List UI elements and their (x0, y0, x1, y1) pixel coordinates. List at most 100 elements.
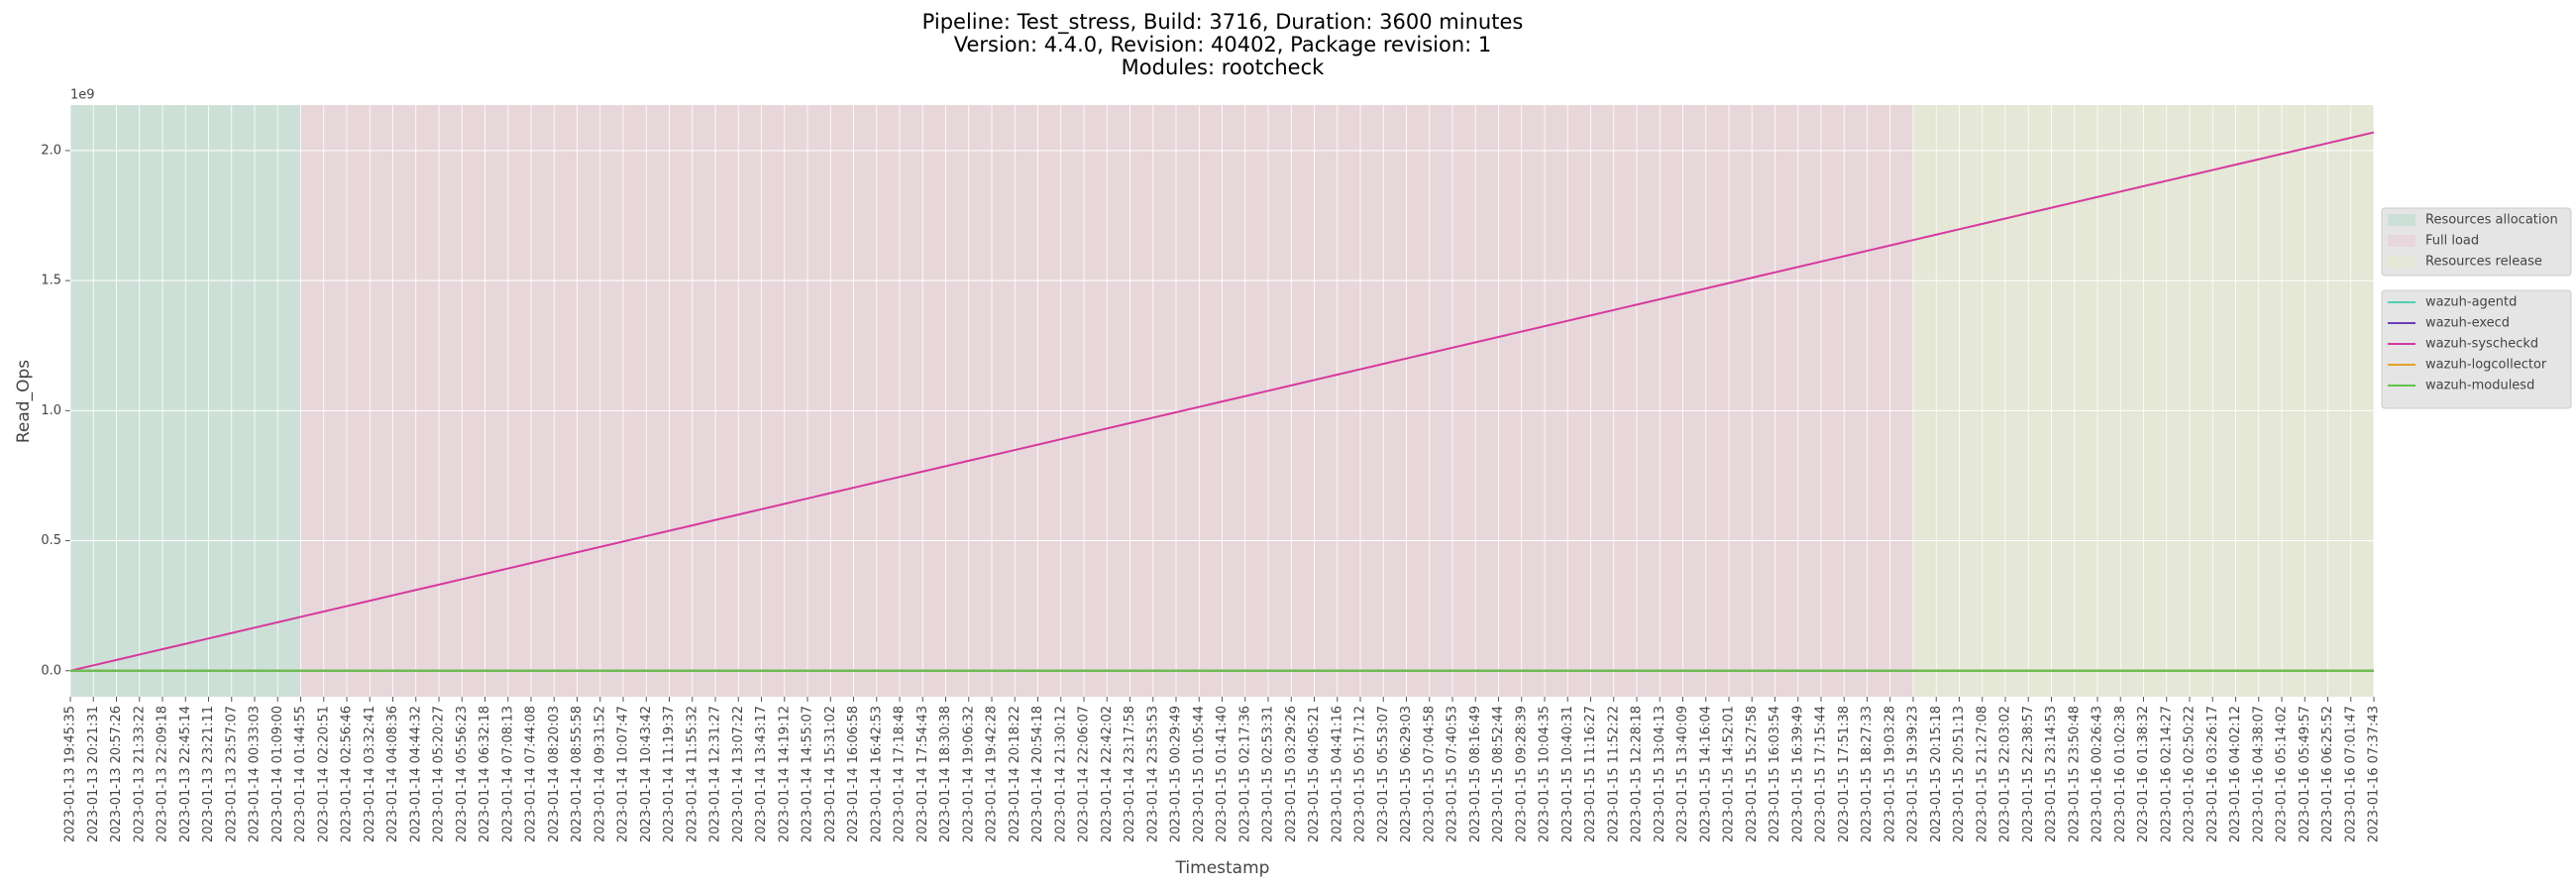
x-tick-label: 2023-01-14 22:06:07 (1077, 706, 1092, 842)
x-tick-label: 2023-01-15 06:29:03 (1399, 706, 1414, 842)
x-tick-label: 2023-01-14 04:08:36 (385, 706, 400, 842)
x-tick-label: 2023-01-15 15:27:58 (1745, 706, 1760, 842)
x-tick-label: 2023-01-16 04:38:07 (2251, 706, 2266, 842)
y-tick-label: 1.5 (41, 274, 61, 288)
x-tick-label: 2023-01-16 07:01:47 (2343, 706, 2358, 842)
y-axis-label: Read_Ops (14, 360, 34, 443)
y-tick-label: 1.0 (41, 403, 61, 418)
chart-title: Modules: rootcheck (1122, 56, 1325, 79)
x-tick-label: 2023-01-14 23:17:58 (1123, 706, 1137, 842)
x-tick-label: 2023-01-14 10:07:47 (616, 706, 631, 842)
x-tick-label: 2023-01-14 05:20:27 (432, 706, 447, 842)
x-tick-label: 2023-01-15 20:15:18 (1929, 706, 1944, 842)
x-tick-label: 2023-01-15 09:28:39 (1514, 706, 1529, 842)
x-tick-label: 2023-01-15 01:05:44 (1192, 706, 1207, 842)
x-tick-label: 2023-01-15 03:29:26 (1284, 706, 1299, 842)
x-tick-label: 2023-01-14 03:32:41 (363, 706, 377, 842)
x-tick-label: 2023-01-15 14:16:04 (1698, 706, 1713, 842)
x-tick-label: 2023-01-14 20:54:18 (1030, 706, 1045, 842)
x-tick-label: 2023-01-13 20:57:26 (109, 706, 124, 842)
legend-label: wazuh-logcollector (2425, 358, 2547, 373)
legend-label: Resources allocation (2425, 213, 2558, 228)
x-tick-label: 2023-01-15 22:03:02 (1998, 706, 2013, 842)
x-tick-label: 2023-01-14 16:06:58 (846, 706, 861, 842)
x-tick-label: 2023-01-14 17:54:43 (915, 706, 930, 842)
legend-label: wazuh-execd (2425, 316, 2510, 331)
x-tick-label: 2023-01-15 20:51:13 (1952, 706, 1967, 842)
series-line (69, 131, 2375, 672)
x-tick-label: 2023-01-14 11:55:32 (685, 706, 699, 842)
x-tick-label: 2023-01-14 08:20:03 (547, 706, 562, 842)
x-tick-label: 2023-01-15 23:50:48 (2067, 706, 2082, 842)
x-tick-label: 2023-01-14 02:56:46 (340, 706, 355, 842)
x-tick-label: 2023-01-15 10:04:35 (1538, 706, 1553, 842)
x-tick-label: 2023-01-15 17:51:38 (1837, 706, 1852, 842)
y-tick-label: 0.0 (41, 663, 61, 678)
x-tick-label: 2023-01-14 16:42:53 (869, 706, 884, 842)
x-axis-label: Timestamp (1175, 858, 1270, 878)
x-tick-label: 2023-01-16 00:26:43 (2091, 706, 2105, 842)
x-tick-label: 2023-01-15 08:16:49 (1468, 706, 1483, 842)
x-tick-label: 2023-01-14 20:18:22 (1008, 706, 1022, 842)
x-tick-label: 2023-01-14 12:31:27 (708, 706, 723, 842)
x-tick-label: 2023-01-14 01:44:55 (293, 706, 308, 842)
x-tick-label: 2023-01-15 16:03:54 (1768, 706, 1782, 842)
x-tick-label: 2023-01-15 04:05:21 (1307, 706, 1322, 842)
x-tick-label: 2023-01-16 02:50:22 (2183, 706, 2198, 842)
x-tick-label: 2023-01-15 14:52:01 (1722, 706, 1737, 842)
x-tick-label: 2023-01-15 04:41:16 (1330, 706, 1344, 842)
x-tick-label: 2023-01-16 01:02:38 (2113, 706, 2128, 842)
x-tick-label: 2023-01-15 13:04:13 (1653, 706, 1667, 842)
legend-label: wazuh-syscheckd (2425, 337, 2538, 352)
legend-box (2381, 289, 2572, 409)
x-tick-label: 2023-01-14 22:42:02 (1100, 706, 1115, 842)
x-tick-label: 2023-01-15 10:40:31 (1560, 706, 1575, 842)
x-tick-label: 2023-01-15 07:04:58 (1422, 706, 1437, 842)
x-tick-label: 2023-01-15 19:03:28 (1882, 706, 1897, 842)
x-tick-label: 2023-01-16 05:14:02 (2275, 706, 2290, 842)
x-tick-label: 2023-01-14 09:31:52 (592, 706, 607, 842)
x-tick-label: 2023-01-14 11:19:37 (662, 706, 677, 842)
x-tick-label: 2023-01-15 13:40:09 (1675, 706, 1690, 842)
legend-label: Resources release (2425, 255, 2542, 270)
x-tick-label: 2023-01-13 23:57:07 (224, 706, 239, 842)
x-tick-label: 2023-01-16 03:26:17 (2205, 706, 2220, 842)
x-tick-label: 2023-01-15 12:28:18 (1630, 706, 1645, 842)
x-tick-label: 2023-01-13 23:21:11 (201, 706, 216, 842)
legend-swatch (2388, 235, 2415, 247)
x-tick-label: 2023-01-14 18:30:38 (938, 706, 953, 842)
x-tick-label: 2023-01-14 07:44:08 (524, 706, 539, 842)
x-tick-label: 2023-01-13 20:21:31 (86, 706, 101, 842)
x-tick-label: 2023-01-14 07:08:13 (500, 706, 515, 842)
legend-label: Full load (2425, 234, 2479, 249)
x-tick-label: 2023-01-14 21:30:12 (1053, 706, 1068, 842)
x-tick-label: 2023-01-15 19:39:23 (1906, 706, 1921, 842)
legend-box (2381, 207, 2572, 277)
y-tick-label: 2.0 (41, 143, 61, 158)
x-tick-label: 2023-01-14 14:19:12 (777, 706, 792, 842)
x-tick-label: 2023-01-14 01:09:00 (270, 706, 285, 842)
x-tick-label: 2023-01-14 08:55:58 (570, 706, 585, 842)
x-tick-label: 2023-01-15 23:14:53 (2044, 706, 2059, 842)
x-tick-label: 2023-01-16 02:14:27 (2159, 706, 2174, 842)
x-tick-label: 2023-01-15 21:27:08 (1975, 706, 1989, 842)
x-tick-label: 2023-01-13 22:09:18 (156, 706, 170, 842)
x-tick-label: 2023-01-15 01:41:40 (1215, 706, 1230, 842)
x-tick-label: 2023-01-15 05:17:12 (1353, 706, 1368, 842)
x-tick-label: 2023-01-16 06:25:52 (2320, 706, 2335, 842)
x-tick-label: 2023-01-14 04:44:32 (408, 706, 423, 842)
legend-label: wazuh-modulesd (2425, 379, 2534, 393)
x-tick-label: 2023-01-15 00:29:49 (1169, 706, 1184, 842)
chart-title: Version: 4.4.0, Revision: 40402, Package… (954, 33, 1492, 56)
x-tick-label: 2023-01-15 05:53:07 (1376, 706, 1391, 842)
y-tick-label: 0.5 (41, 533, 61, 548)
x-tick-label: 2023-01-15 02:53:31 (1261, 706, 1276, 842)
x-tick-label: 2023-01-15 16:39:49 (1790, 706, 1805, 842)
x-tick-label: 2023-01-16 01:38:32 (2136, 706, 2151, 842)
legend-label: wazuh-agentd (2425, 295, 2517, 310)
x-tick-label: 2023-01-14 10:43:42 (639, 706, 654, 842)
x-tick-label: 2023-01-14 19:06:32 (961, 706, 976, 842)
x-tick-label: 2023-01-14 02:20:51 (316, 706, 331, 842)
x-tick-label: 2023-01-14 19:42:28 (985, 706, 1000, 842)
